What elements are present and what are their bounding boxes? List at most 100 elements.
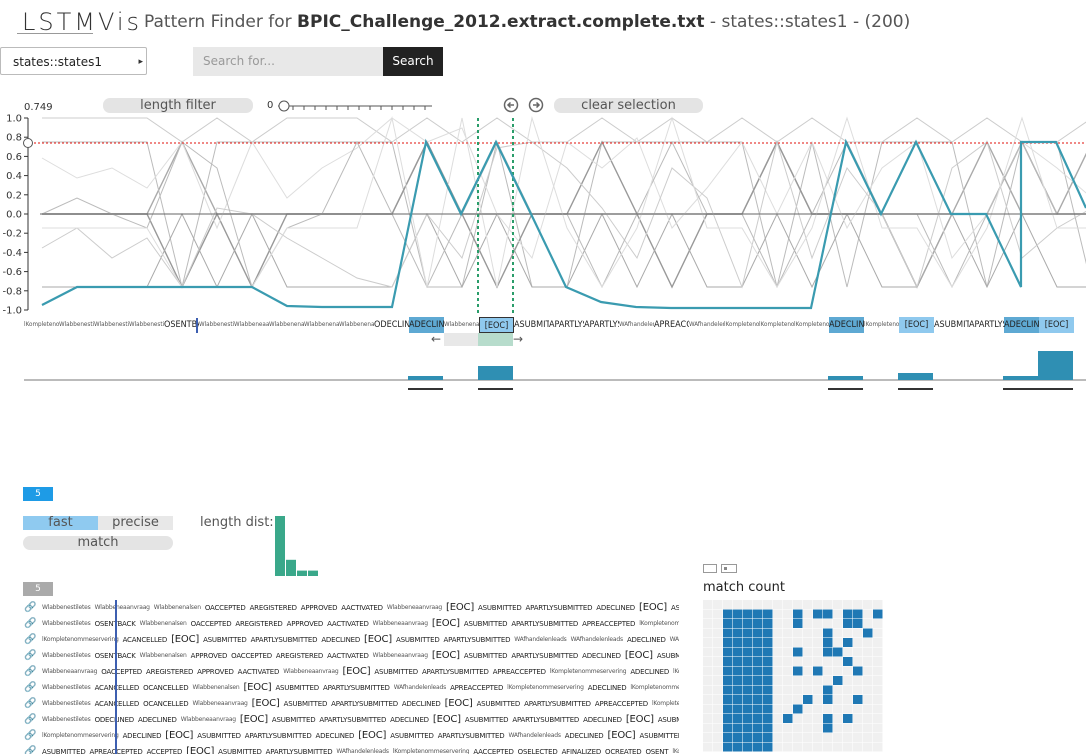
result-row[interactable]: 🔗 lKompletenommeservering ACANCELLED [EOC] A… <box>24 632 679 648</box>
word-cell[interactable]: [EOC] <box>899 317 934 333</box>
nav-left-icon[interactable] <box>503 97 519 113</box>
word-cell[interactable]: Wlabbenenalsen <box>339 321 374 328</box>
heatmap-cell <box>763 714 773 723</box>
word-cell[interactable]: [EOC] <box>1039 317 1074 333</box>
hidden-state-line-chart[interactable]: 1.0 0.8 0.6 0.4 0.2 0.0 -0.2 -0.4 -0.6 -0.8 -1.0 <box>0 108 1086 318</box>
word-cell[interactable]: APARTLYSUBMITTED <box>549 320 584 330</box>
result-word: AFINALIZED <box>561 748 602 754</box>
heatmap-cell <box>703 704 713 714</box>
selection-shift-right-icon[interactable]: → <box>513 332 524 346</box>
heatmap-cell <box>823 742 833 752</box>
heatmap-cell <box>853 647 863 657</box>
word-cell[interactable]: ODECLINED <box>374 320 409 330</box>
heatmap-cell <box>783 742 793 752</box>
result-word: lKompletenommeservering <box>672 748 679 754</box>
heatmap-cell <box>763 695 773 704</box>
result-row[interactable]: 🔗WlabbenestiletesOSENTBACKWlabbenenalsen… <box>24 648 679 664</box>
y-tick-label: 0.6 <box>6 152 22 163</box>
word-cell[interactable]: WAfhandelenleads <box>619 321 654 328</box>
heatmap-cell <box>703 619 713 628</box>
word-cell[interactable]: lKompletenommeservering <box>794 321 829 328</box>
length-dist-bar <box>286 559 296 576</box>
link-icon[interactable]: 🔗 <box>24 730 37 741</box>
result-row[interactable]: 🔗WlabbenestiletesACANCELLEDOCANCELLEDWla… <box>24 680 679 696</box>
heatmap-cell <box>703 685 713 695</box>
link-icon[interactable]: 🔗 <box>24 602 37 613</box>
word-cell[interactable]: lKompletenommeservering <box>864 321 899 328</box>
result-word: OACCEPTED <box>101 668 142 676</box>
threshold-value: 0.749 <box>24 102 53 113</box>
word-cell[interactable]: Wlabbenenalsen <box>269 321 304 328</box>
word-sequence-row[interactable]: lKompletenommeserveringWlabbenestiletesW… <box>24 317 1086 333</box>
selection-shift-left-icon[interactable]: ← <box>431 332 442 346</box>
match-button[interactable]: match <box>23 536 173 550</box>
word-cell[interactable]: WAfhandelenleads <box>689 321 724 328</box>
link-icon[interactable]: 🔗 <box>24 746 37 754</box>
word-cell[interactable]: Wlabbenestiletes <box>129 321 164 328</box>
heatmap-cell <box>793 638 803 647</box>
precise-mode-button[interactable]: precise <box>98 516 173 530</box>
word-cell[interactable]: OSENTBACK <box>164 320 199 330</box>
heatmap-cell <box>743 733 753 742</box>
word-cell[interactable]: ADECLINED <box>409 317 444 333</box>
word-cell[interactable]: ASUBMITTED <box>514 320 549 330</box>
result-row[interactable]: 🔗WlabbenestiletesODECLINEDADECLINEDWlabb… <box>24 712 679 728</box>
word-cell[interactable]: Wlabbenenalsen <box>444 321 479 328</box>
word-cell[interactable]: ASUBMITTED <box>934 320 969 330</box>
result-row[interactable]: 🔗 Wlabbeneaanvraag OACCEPTED AREGISTERED APP… <box>24 664 679 680</box>
link-icon[interactable]: 🔗 <box>24 634 37 645</box>
link-icon[interactable]: 🔗 <box>24 618 37 629</box>
link-icon[interactable]: 🔗 <box>24 698 37 709</box>
search-input[interactable]: Search for... <box>193 47 383 76</box>
clear-selection-button[interactable]: clear selection <box>554 98 703 113</box>
word-cell[interactable]: APREACCEPTED <box>654 320 689 330</box>
word-cell[interactable]: Wlabbenenalsen <box>304 321 339 328</box>
heatmap-cell <box>783 600 793 609</box>
word-cell[interactable]: lKompletenommeservering <box>759 321 794 328</box>
link-icon[interactable]: 🔗 <box>24 650 37 661</box>
word-cell[interactable]: Wlabbenestiletes <box>94 321 129 328</box>
title-suffix: - states::states1 - (200) <box>704 12 911 32</box>
heatmap-cell <box>803 704 813 714</box>
link-icon[interactable]: 🔗 <box>24 682 37 693</box>
heatmap-cell <box>713 723 723 733</box>
word-cell[interactable]: ADECLINED <box>1004 317 1039 333</box>
heatmap-cell <box>873 666 883 676</box>
word-cell[interactable]: Wlabbenestiletes <box>59 321 94 328</box>
states-select[interactable]: states::states1 ▸ <box>0 47 147 75</box>
search-button[interactable]: Search <box>383 47 443 76</box>
link-icon[interactable]: 🔗 <box>24 666 37 677</box>
word-cell[interactable]: lKompletenommeservering <box>724 321 759 328</box>
result-word: AREGISTERED <box>249 604 297 612</box>
result-row[interactable]: 🔗WlabbenestiletesACANCELLEDOCANCELLEDWla… <box>24 696 679 712</box>
selection-track-window[interactable] <box>478 333 513 346</box>
word-cell[interactable]: APARTLYSUBMITTED <box>584 320 619 330</box>
word-cell[interactable]: ADECLINED <box>829 317 864 333</box>
heatmap-cell <box>833 685 843 695</box>
slider-handle[interactable] <box>278 100 290 112</box>
word-cell[interactable]: lKompletenommeservering <box>24 321 59 328</box>
result-row[interactable]: 🔗WlabbenestiletesOSENTBACKWlabbenenalsen… <box>24 616 679 632</box>
word-cell[interactable]: Wlabbenestiletes <box>199 321 234 328</box>
result-row[interactable]: 🔗ASUBMITTEDAPREACCEPTEDACCEPTED[EOC]ASUB… <box>24 744 679 754</box>
length-filter-button[interactable]: length filter <box>103 98 253 113</box>
link-icon[interactable]: 🔗 <box>24 714 37 725</box>
view-toggle-b[interactable] <box>721 564 737 573</box>
heatmap-cell <box>753 676 763 685</box>
logo-underline <box>17 33 93 34</box>
heatmap-cell <box>833 628 843 638</box>
word-cell[interactable]: [EOC] <box>479 317 514 333</box>
result-word: APREACCEPTED <box>594 700 648 708</box>
word-cell[interactable]: Wlabbeneaanvraag <box>234 321 269 328</box>
fast-mode-button[interactable]: fast <box>23 516 98 530</box>
length-slider[interactable] <box>276 99 436 113</box>
word-cell[interactable]: APARTLYSUBMITTED <box>969 320 1004 330</box>
result-word: Wlabbenenalsen <box>192 684 240 691</box>
threshold-handle[interactable] <box>23 138 33 148</box>
view-toggle-a[interactable] <box>703 564 717 573</box>
nav-right-icon[interactable] <box>528 97 544 113</box>
result-row[interactable]: 🔗 lKompletenommeservering ADECLINED [EOC] AS… <box>24 728 679 744</box>
result-row[interactable]: 🔗 Wlabbenestiletes Wlabbeneaanvraag Wlabben… <box>24 600 679 616</box>
result-word: AREGISTERED <box>235 620 283 628</box>
result-list[interactable]: 🔗 Wlabbenestiletes Wlabbeneaanvraag Wlabben… <box>24 600 679 754</box>
